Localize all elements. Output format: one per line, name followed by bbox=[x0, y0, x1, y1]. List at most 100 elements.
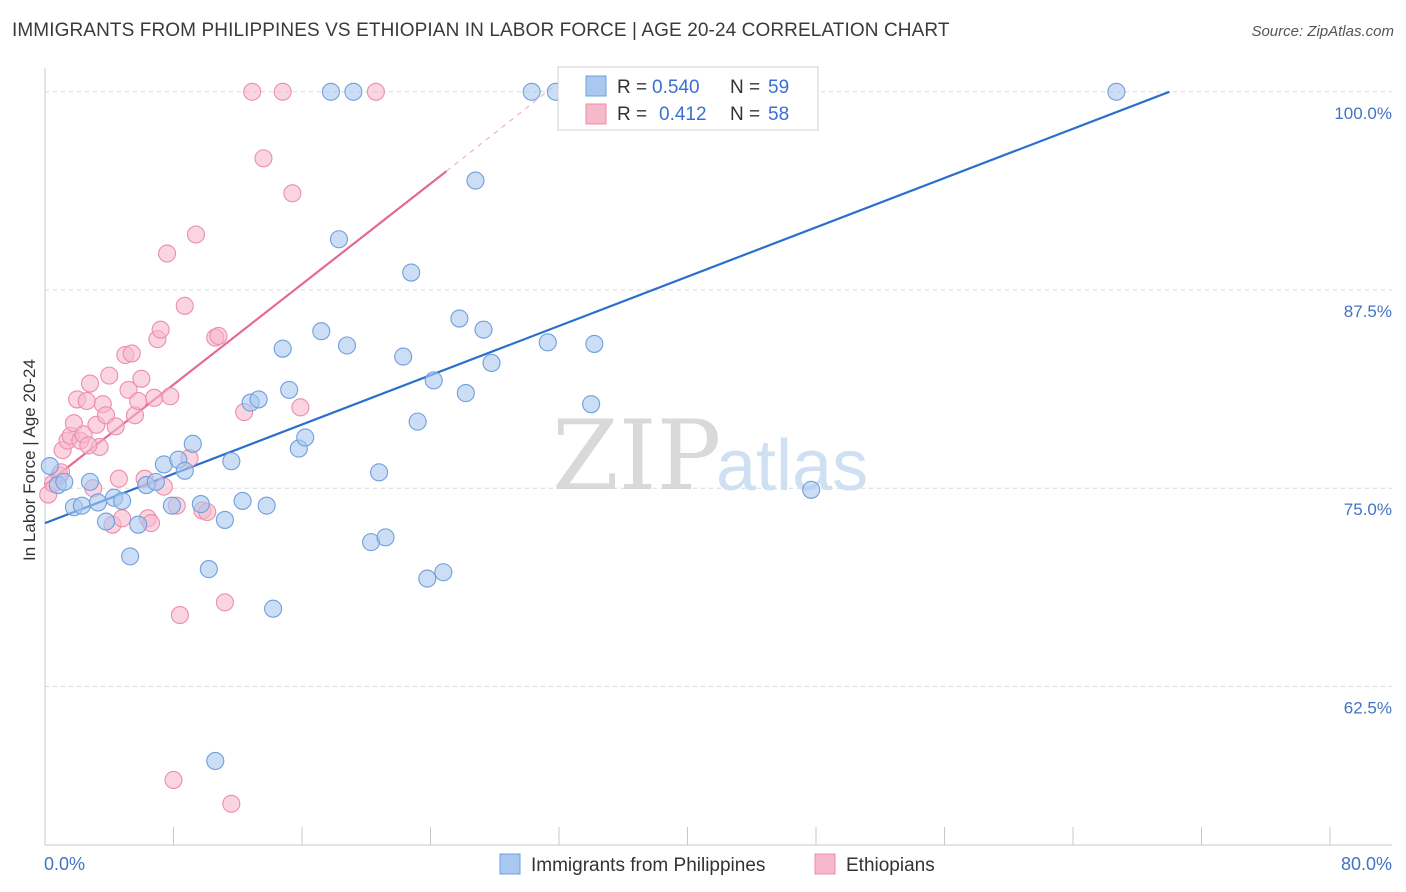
legend-r-value-1: 0.540 bbox=[652, 77, 700, 98]
point-ethiopians bbox=[80, 374, 100, 393]
point-philippines bbox=[370, 463, 389, 482]
point-ethiopians bbox=[100, 366, 119, 385]
point-ethiopians bbox=[158, 244, 177, 263]
legend-n-value-2: 58 bbox=[768, 104, 789, 125]
point-philippines bbox=[344, 82, 363, 101]
legend-n-value-1: 59 bbox=[768, 77, 789, 98]
point-philippines bbox=[233, 491, 252, 510]
y-tick-label: 62.5% bbox=[1344, 698, 1392, 717]
point-philippines bbox=[418, 569, 437, 588]
watermark-atlas: atlas bbox=[716, 426, 868, 506]
point-ethiopians bbox=[106, 417, 125, 436]
point-philippines bbox=[257, 496, 276, 515]
point-philippines bbox=[456, 384, 475, 403]
y-axis-label: In Labor Force | Age 20-24 bbox=[20, 359, 39, 561]
point-philippines bbox=[215, 510, 234, 529]
point-ethiopians bbox=[215, 593, 234, 612]
point-philippines bbox=[264, 599, 283, 618]
point-ethiopians bbox=[122, 344, 141, 363]
point-philippines bbox=[424, 371, 443, 390]
point-philippines bbox=[312, 322, 331, 341]
point-philippines bbox=[206, 751, 225, 771]
point-philippines bbox=[582, 395, 601, 414]
y-tick-label: 75.0% bbox=[1344, 500, 1392, 519]
watermark-zip: ZIP bbox=[552, 400, 721, 512]
legend-n-label-2: N = bbox=[730, 104, 760, 125]
point-philippines bbox=[183, 434, 202, 453]
point-philippines bbox=[585, 334, 604, 353]
point-ethiopians bbox=[243, 82, 262, 101]
legend-swatch-ethiopians bbox=[585, 103, 607, 125]
point-philippines bbox=[376, 528, 395, 547]
series-legend-label-philippines: Immigrants from Philippines bbox=[531, 855, 765, 876]
point-ethiopians bbox=[77, 391, 96, 411]
y-tick-label: 87.5% bbox=[1344, 302, 1392, 321]
point-ethiopians bbox=[151, 320, 170, 339]
point-ethiopians bbox=[175, 296, 194, 315]
point-philippines bbox=[321, 82, 340, 101]
point-ethiopians bbox=[109, 469, 128, 488]
axes bbox=[44, 68, 1392, 846]
series-legend-swatch-philippines bbox=[499, 853, 521, 875]
point-ethiopians bbox=[164, 770, 183, 790]
data-points bbox=[39, 82, 1126, 813]
point-philippines bbox=[802, 480, 821, 499]
point-ethiopians bbox=[291, 398, 310, 417]
point-philippines bbox=[146, 472, 165, 491]
point-ethiopians bbox=[129, 391, 148, 411]
point-philippines bbox=[434, 563, 453, 582]
gridlines bbox=[45, 91, 1392, 687]
y-axis-ticks: 62.5% 75.0% 87.5% 100.0% bbox=[1334, 104, 1392, 718]
point-philippines bbox=[337, 336, 357, 355]
point-philippines bbox=[249, 390, 268, 409]
point-philippines bbox=[394, 347, 413, 366]
point-philippines bbox=[96, 512, 116, 531]
legend-n-label-1: N = bbox=[730, 77, 760, 98]
point-philippines bbox=[402, 263, 421, 282]
trend-line-ethiopians-extension bbox=[446, 81, 560, 172]
stats-legend: R = 0.540 N = 59 R = 0.412 N = 58 bbox=[557, 66, 819, 131]
point-ethiopians bbox=[79, 436, 98, 455]
trend-line-philippines bbox=[44, 90, 1170, 525]
point-philippines bbox=[522, 82, 541, 101]
point-philippines bbox=[538, 333, 557, 352]
chart-source: Source: ZipAtlas.com bbox=[1251, 23, 1394, 40]
chart-title: IMMIGRANTS FROM PHILIPPINES VS ETHIOPIAN… bbox=[12, 20, 950, 41]
point-ethiopians bbox=[222, 794, 241, 813]
point-philippines bbox=[474, 320, 493, 339]
point-ethiopians bbox=[254, 149, 273, 168]
point-philippines bbox=[450, 309, 469, 328]
point-philippines bbox=[466, 171, 485, 190]
point-philippines bbox=[273, 339, 292, 358]
point-philippines bbox=[408, 412, 427, 431]
x-tick-label-max: 80.0% bbox=[1341, 854, 1392, 874]
point-philippines bbox=[175, 461, 194, 480]
point-philippines bbox=[280, 380, 299, 399]
legend-swatch-philippines bbox=[585, 75, 607, 97]
series-legend-swatch-ethiopians bbox=[814, 853, 836, 875]
point-philippines bbox=[329, 230, 348, 249]
point-philippines bbox=[199, 560, 218, 579]
point-ethiopians bbox=[113, 509, 132, 528]
series-legend: Immigrants from Philippines Ethiopians bbox=[499, 853, 935, 876]
point-ethiopians bbox=[273, 82, 292, 101]
point-philippines bbox=[121, 547, 140, 566]
point-philippines bbox=[80, 472, 100, 491]
point-philippines bbox=[40, 456, 59, 476]
point-philippines bbox=[296, 428, 315, 447]
point-philippines bbox=[55, 472, 74, 491]
legend-r-label-1: R = bbox=[617, 77, 647, 98]
point-philippines bbox=[482, 353, 501, 372]
point-philippines bbox=[222, 452, 241, 471]
point-philippines bbox=[191, 495, 210, 514]
point-ethiopians bbox=[161, 387, 180, 406]
point-philippines bbox=[113, 491, 132, 510]
point-philippines bbox=[88, 493, 108, 512]
trend-line-ethiopians bbox=[44, 170, 448, 486]
point-ethiopians bbox=[186, 225, 206, 244]
point-philippines bbox=[129, 515, 148, 534]
point-ethiopians bbox=[283, 184, 302, 203]
point-ethiopians bbox=[145, 388, 164, 407]
legend-r-value-2: 0.412 bbox=[659, 104, 707, 125]
